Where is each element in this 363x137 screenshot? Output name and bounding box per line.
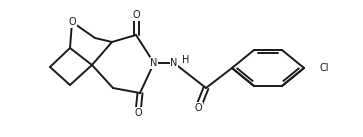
Text: O: O bbox=[134, 108, 142, 118]
Text: O: O bbox=[68, 17, 76, 27]
Text: O: O bbox=[194, 103, 202, 113]
Text: N: N bbox=[150, 58, 158, 68]
Text: H: H bbox=[182, 55, 190, 65]
Text: O: O bbox=[132, 10, 140, 20]
Text: N: N bbox=[170, 58, 178, 68]
Text: Cl: Cl bbox=[320, 63, 330, 73]
